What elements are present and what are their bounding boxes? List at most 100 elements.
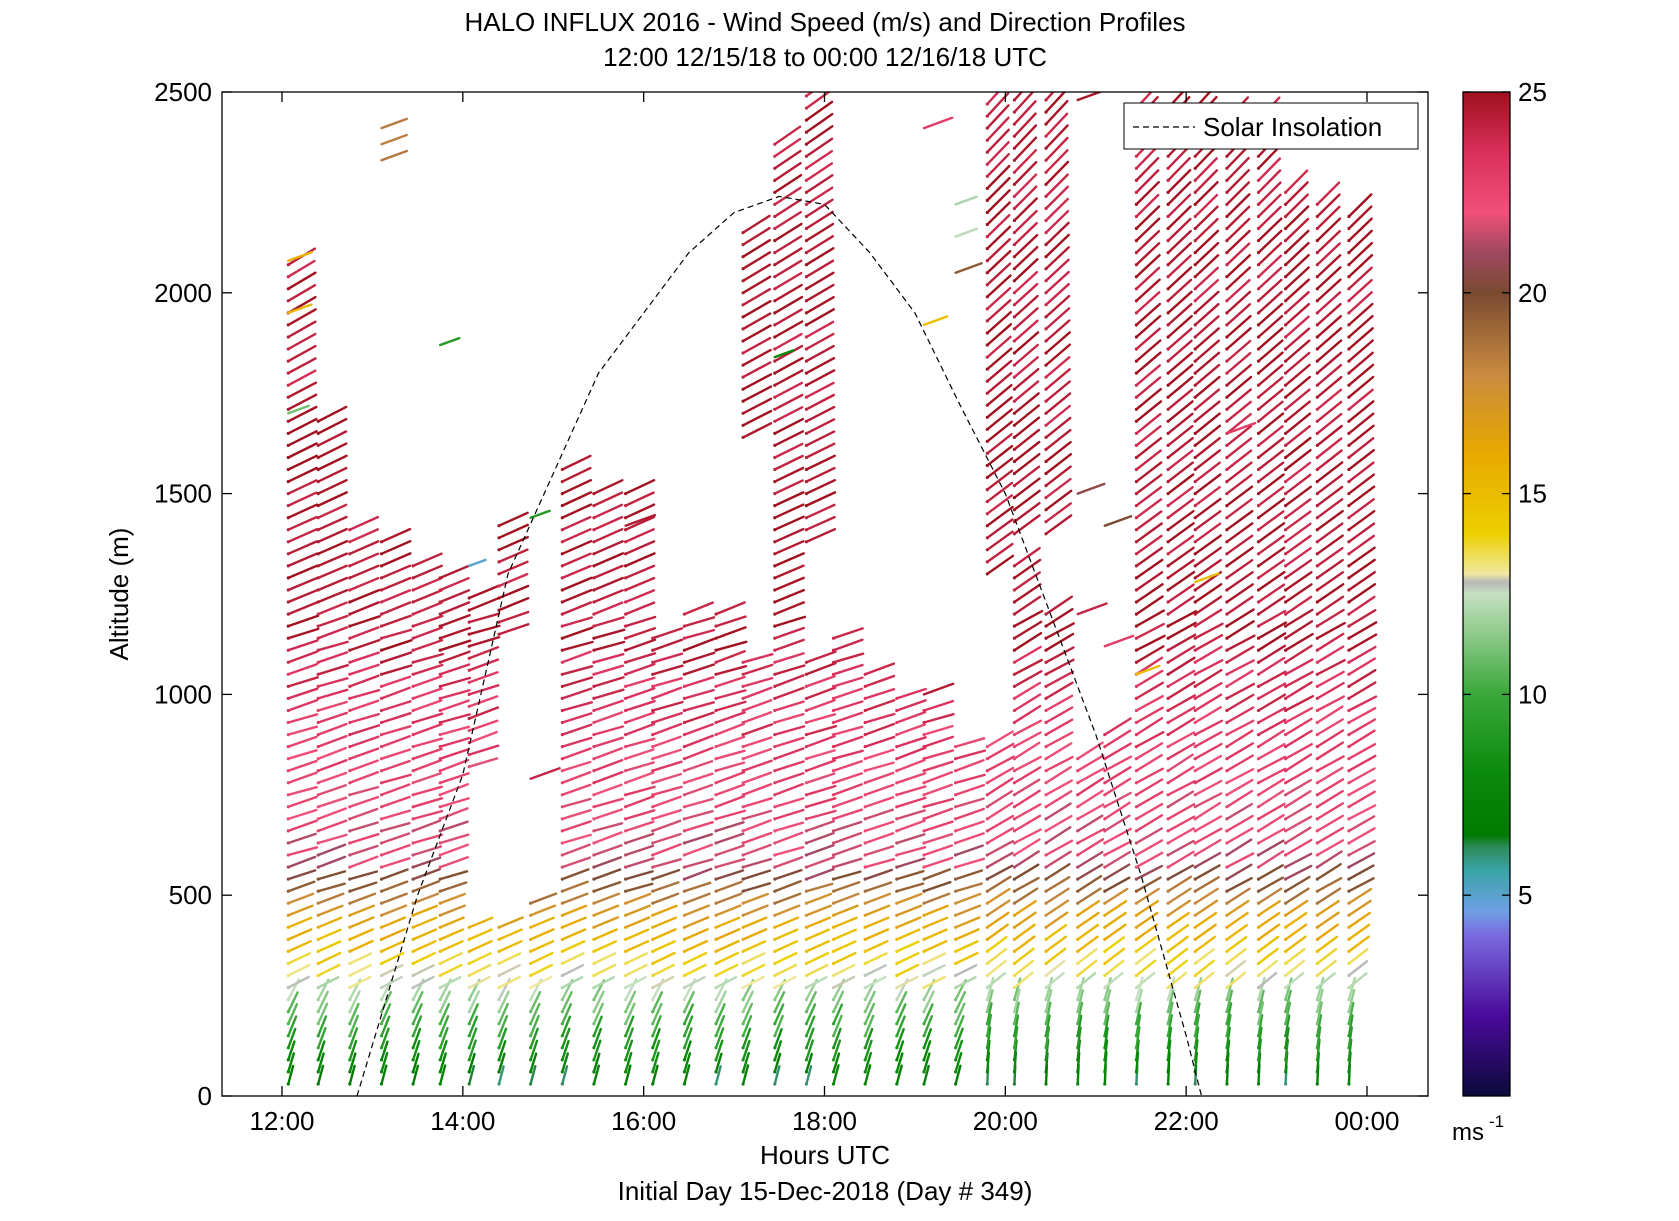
wind-barb-tail xyxy=(316,660,320,664)
wind-barb-tail xyxy=(529,1070,533,1074)
wind-barb xyxy=(317,527,348,543)
wind-barb-tail xyxy=(1044,484,1048,488)
wind-barb-tail xyxy=(954,1070,958,1074)
wind-barb xyxy=(1013,558,1042,580)
wind-barb-tail xyxy=(682,1010,687,1014)
wind-barb xyxy=(380,857,411,869)
wind-barb-tail xyxy=(624,805,628,809)
wind-barb xyxy=(1257,205,1282,230)
wind-barb-tail xyxy=(529,913,533,917)
wind-barb xyxy=(1225,400,1252,423)
wind-barb-tail xyxy=(682,684,687,689)
wind-barb xyxy=(683,858,714,869)
wind-barb xyxy=(287,528,318,543)
wind-barb xyxy=(1166,959,1188,977)
wind-barb xyxy=(922,820,954,833)
wind-barb-tail xyxy=(1076,986,1080,990)
wind-barb-tail xyxy=(497,949,501,954)
wind-barb-tail xyxy=(804,986,809,990)
wind-barb xyxy=(1166,217,1192,242)
wind-barb-tail xyxy=(286,323,290,327)
wind-barb-tail xyxy=(1044,243,1048,247)
wind-barb-tail xyxy=(895,986,899,990)
wind-barb-tail xyxy=(1347,600,1351,604)
wind-barb-tail xyxy=(804,275,809,279)
wind-barb-tail xyxy=(1012,267,1017,271)
wind-barb xyxy=(1135,1039,1140,1062)
wind-barb-tail xyxy=(773,648,777,652)
wind-barb xyxy=(439,614,471,628)
wind-barb xyxy=(317,1015,328,1038)
wind-barb xyxy=(624,963,648,977)
wind-barb xyxy=(714,880,743,893)
wind-barb-tail xyxy=(682,1070,687,1074)
wind-barb xyxy=(1013,331,1040,355)
wind-barb-tail xyxy=(1256,383,1261,387)
wind-barb-tail xyxy=(1347,636,1351,640)
wind-barb xyxy=(986,989,994,1013)
wind-barb-tail xyxy=(1044,913,1048,917)
wind-barb-tail xyxy=(985,198,989,202)
wind-barb xyxy=(1135,876,1162,893)
wind-barb-tail xyxy=(316,853,320,857)
wind-barb xyxy=(895,892,923,905)
wind-barb-tail xyxy=(804,226,809,231)
wind-barb xyxy=(805,430,836,447)
wind-barb-tail xyxy=(1347,745,1351,749)
wind-barb-tail xyxy=(348,1022,352,1026)
wind-barb-tail xyxy=(922,961,926,966)
wind-barb-tail xyxy=(1193,925,1197,929)
wind-barb xyxy=(986,481,1014,503)
wind-barb-tail xyxy=(1134,624,1138,628)
wind-barb-tail xyxy=(1315,660,1319,664)
wind-barb-tail xyxy=(895,901,899,905)
wind-barb-tail xyxy=(1166,443,1170,447)
wind-barb-tail xyxy=(773,383,777,387)
wind-barb xyxy=(529,1064,537,1086)
wind-barb xyxy=(1257,682,1287,700)
wind-barb xyxy=(1347,205,1373,230)
wind-barb xyxy=(439,639,472,652)
wind-barb-tail xyxy=(624,877,628,881)
wind-barb-isolated xyxy=(380,149,408,162)
wind-barb xyxy=(624,990,637,1013)
wind-barb xyxy=(773,406,804,423)
wind-barb xyxy=(411,809,444,821)
wind-barb-tail xyxy=(1347,853,1351,857)
wind-barb xyxy=(624,564,656,580)
wind-barb-tail xyxy=(1347,757,1351,761)
wind-barb xyxy=(1135,988,1143,1013)
wind-barb-tail xyxy=(863,1082,867,1086)
wind-barb-tail xyxy=(741,327,745,331)
wind-barb-tail xyxy=(895,937,899,942)
wind-barb xyxy=(411,991,424,1013)
wind-barb xyxy=(651,892,680,905)
wind-barb-tail xyxy=(1256,407,1261,411)
wind-barb-tail xyxy=(1044,1034,1048,1038)
wind-barb xyxy=(348,540,380,555)
wind-barb xyxy=(1316,181,1341,206)
wind-barb-tail xyxy=(895,817,899,821)
wind-barb xyxy=(1225,583,1254,604)
wind-barb-tail xyxy=(741,781,745,785)
wind-barb-tail xyxy=(1166,202,1170,206)
wind-barb xyxy=(1347,669,1377,688)
wind-barb-tail xyxy=(954,1010,958,1014)
wind-barb xyxy=(864,783,895,796)
wind-barb-tail xyxy=(624,793,628,797)
wind-barb xyxy=(922,880,952,893)
wind-barb-tail xyxy=(467,728,471,733)
wind-barb xyxy=(592,528,624,543)
wind-barb-tail xyxy=(467,680,471,685)
wind-barb xyxy=(1225,754,1254,772)
wind-barb xyxy=(1316,923,1340,941)
wind-barb-tail xyxy=(1012,853,1017,857)
wind-barb xyxy=(1193,779,1223,796)
wind-barb-tail xyxy=(1012,459,1017,464)
wind-barb xyxy=(1103,876,1131,893)
wind-barb-tail xyxy=(985,343,989,347)
wind-barb xyxy=(773,713,805,724)
wind-barb-tail xyxy=(714,829,718,833)
wind-barb-tail xyxy=(773,998,777,1002)
wind-barb xyxy=(380,1040,389,1062)
